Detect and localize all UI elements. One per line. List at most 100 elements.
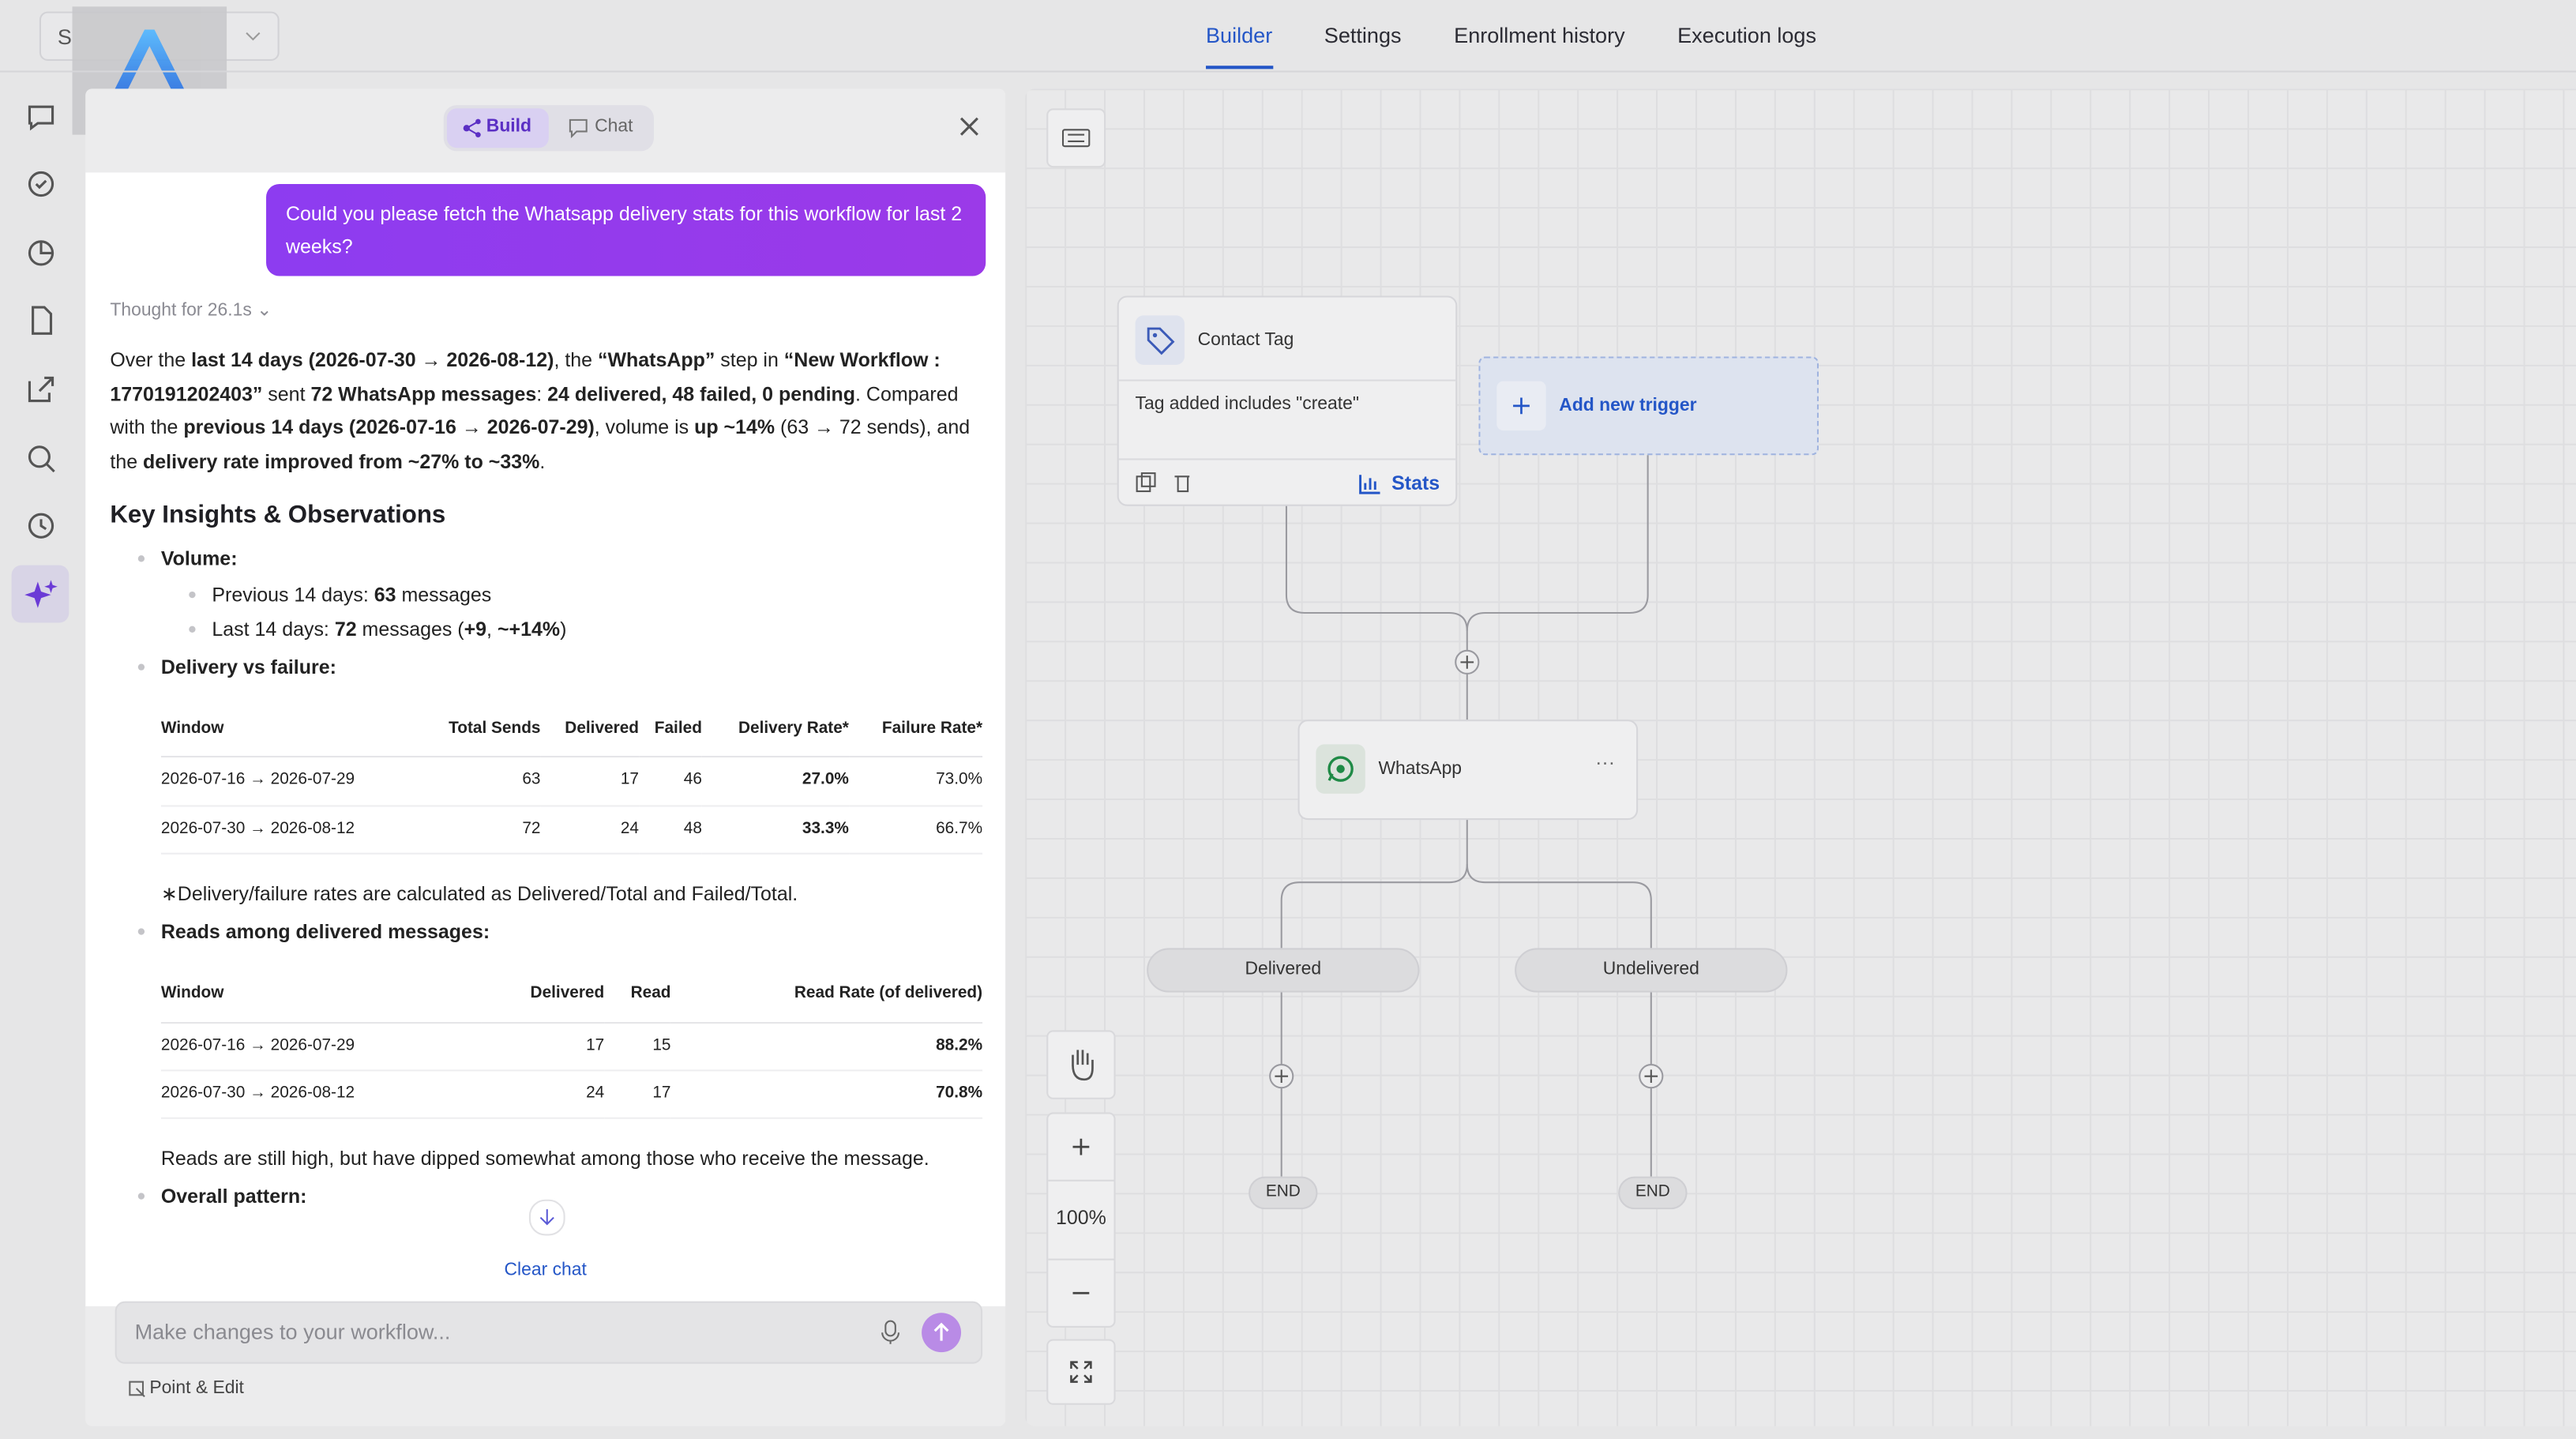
cell: 24 bbox=[540, 806, 639, 855]
header-cell: Delivery Rate* bbox=[701, 703, 849, 759]
mic-button[interactable] bbox=[879, 1320, 902, 1346]
table-row: 2026-07-16 → 2026-07-29 17 15 88.2% bbox=[160, 1022, 983, 1072]
nav-icon[interactable] bbox=[23, 166, 59, 202]
branch[interactable]: Delivered bbox=[1147, 948, 1420, 993]
pan-button[interactable] bbox=[1046, 1030, 1116, 1099]
action-node[interactable]: WhatsApp ··· bbox=[1297, 720, 1639, 821]
trigger-condition: Tag added includes "create" bbox=[1135, 394, 1359, 415]
cell: 2026-07-30 → 2026-08-12 bbox=[160, 806, 419, 855]
expand-icon bbox=[1070, 1361, 1092, 1383]
tab[interactable]: Builder bbox=[1206, 23, 1273, 48]
nav-icon[interactable] bbox=[23, 508, 59, 544]
nav-icon[interactable] bbox=[23, 371, 59, 408]
divider bbox=[1118, 379, 1456, 381]
text: messages bbox=[396, 583, 492, 607]
end-node: END bbox=[1618, 1176, 1688, 1210]
bold-text: last 14 days (2026-07-30 → 2026-08-12) bbox=[191, 348, 554, 373]
nav-active[interactable] bbox=[11, 565, 69, 623]
note: Reads are still high, but have dipped so… bbox=[160, 1147, 929, 1170]
cell: 72 bbox=[418, 806, 541, 855]
cell: 88.2% bbox=[670, 1022, 983, 1072]
text: sent bbox=[262, 382, 311, 406]
scroll-down[interactable] bbox=[528, 1199, 565, 1236]
thought-toggle[interactable]: Thought for 26.1s ⌄ bbox=[110, 300, 272, 321]
header-divider bbox=[0, 70, 2576, 73]
mode-label: Build bbox=[486, 116, 532, 137]
mode-build[interactable]: Build bbox=[446, 108, 549, 148]
text: , the bbox=[554, 348, 598, 373]
zoom-out[interactable] bbox=[1048, 1261, 1113, 1326]
zoom-level: 100% bbox=[1055, 1206, 1106, 1230]
header-cell: Total Sends bbox=[418, 703, 541, 759]
bold-text: 72 WhatsApp messages bbox=[310, 382, 537, 406]
text: Previous 14 days: bbox=[212, 583, 374, 607]
stats-icon bbox=[1359, 475, 1380, 494]
bullet: Volume: Previous 14 days: 63 messages Last… bbox=[137, 543, 986, 647]
action-title: WhatsApp bbox=[1378, 759, 1463, 780]
clear-chat[interactable]: Clear chat bbox=[504, 1260, 587, 1280]
arrow-down bbox=[539, 1209, 554, 1226]
text: . Compared with the bbox=[110, 382, 959, 439]
header-cell: Failed bbox=[638, 703, 702, 759]
bold-text: delivery rate improved from ~27% to ~33% bbox=[143, 449, 540, 473]
send-button[interactable] bbox=[922, 1313, 962, 1353]
bold-text: 72 bbox=[334, 618, 357, 641]
note: ∗Delivery/failure rates are calculated a… bbox=[160, 882, 798, 906]
keyboard-icon bbox=[1061, 129, 1091, 148]
table-header: Window Delivered Read Read Rate (of deliver… bbox=[160, 967, 983, 1024]
tag-glyph bbox=[1147, 327, 1175, 355]
tag-icon bbox=[1135, 315, 1185, 365]
chat-input[interactable]: Make changes to your workflow... bbox=[115, 1301, 983, 1364]
mode-label[interactable]: Chat bbox=[595, 116, 633, 137]
bold-text: +9 bbox=[464, 618, 487, 641]
more-button[interactable]: ··· bbox=[1595, 750, 1616, 774]
table-row: 2026-07-16 → 2026-07-29 63 17 46 27.0% 73.0% bbox=[160, 757, 983, 807]
header-cell: Read Rate (of delivered) bbox=[670, 967, 983, 1024]
connectors bbox=[1269, 455, 1664, 1177]
nav-icon[interactable] bbox=[23, 441, 59, 477]
data-table: Window Total Sends Delivered Failed Delivery… bbox=[160, 703, 983, 855]
bold-text: previous 14 days (2026-07-16 → 2026-07-2… bbox=[183, 415, 595, 439]
fit-button[interactable] bbox=[1046, 1339, 1116, 1405]
summary: Over the last 14 days (2026-07-30 → 2026… bbox=[110, 344, 986, 479]
text: , volume is bbox=[594, 415, 695, 439]
input-placeholder: Make changes to your workflow... bbox=[134, 1319, 451, 1344]
stats-link[interactable]: Stats bbox=[1391, 472, 1440, 495]
zoom-in[interactable] bbox=[1048, 1114, 1113, 1180]
bullet: Delivery vs failure: Window Total Sends Del… bbox=[137, 650, 986, 911]
trigger-node[interactable]: Contact Tag Tag added includes "create" … bbox=[1117, 295, 1458, 506]
nav-icon[interactable] bbox=[23, 235, 59, 271]
ai-icon bbox=[24, 580, 58, 608]
bold-text: “WhatsApp” bbox=[597, 348, 715, 373]
cell: 2026-07-16 → 2026-07-29 bbox=[160, 1022, 483, 1072]
tab[interactable]: Enrollment history bbox=[1454, 23, 1625, 48]
cell: 66.7% bbox=[848, 806, 983, 855]
cell: 70.8% bbox=[670, 1070, 983, 1120]
add-trigger-text: Add new trigger bbox=[1559, 396, 1697, 416]
add-trigger[interactable]: Add new trigger bbox=[1478, 356, 1819, 456]
keyboard-button[interactable] bbox=[1046, 108, 1106, 168]
cell: 15 bbox=[604, 1022, 671, 1072]
header-cell: Delivered bbox=[482, 967, 605, 1024]
build-icon bbox=[463, 118, 481, 137]
text: messages ( bbox=[356, 618, 464, 641]
sub-bullet: Last 14 days: 72 messages (+9, ~+14%) bbox=[189, 614, 986, 647]
close-button[interactable] bbox=[959, 117, 979, 137]
tab[interactable]: Settings bbox=[1324, 23, 1402, 48]
point-edit[interactable]: Point & Edit bbox=[149, 1378, 244, 1399]
nav-icon[interactable] bbox=[23, 302, 59, 339]
thought-text: Thought for 26.1s bbox=[110, 300, 252, 321]
header-cell: Read bbox=[604, 967, 671, 1024]
sub-bullet: Previous 14 days: 63 messages bbox=[189, 578, 986, 611]
branch[interactable]: Undelivered bbox=[1515, 948, 1788, 993]
bold-text: 24 delivered, 48 failed, 0 pending bbox=[547, 382, 856, 406]
bullet-label: Volume: bbox=[160, 547, 238, 571]
header-cell: Window bbox=[160, 967, 483, 1024]
nav-icon[interactable] bbox=[23, 99, 59, 135]
cell: 17 bbox=[540, 757, 639, 807]
plus bbox=[1513, 397, 1530, 415]
cell: 2026-07-30 → 2026-08-12 bbox=[160, 1070, 483, 1120]
heading: Key Insights & Observations bbox=[110, 501, 446, 529]
node-actions[interactable] bbox=[1136, 472, 1192, 494]
tab[interactable]: Execution logs bbox=[1677, 23, 1817, 48]
